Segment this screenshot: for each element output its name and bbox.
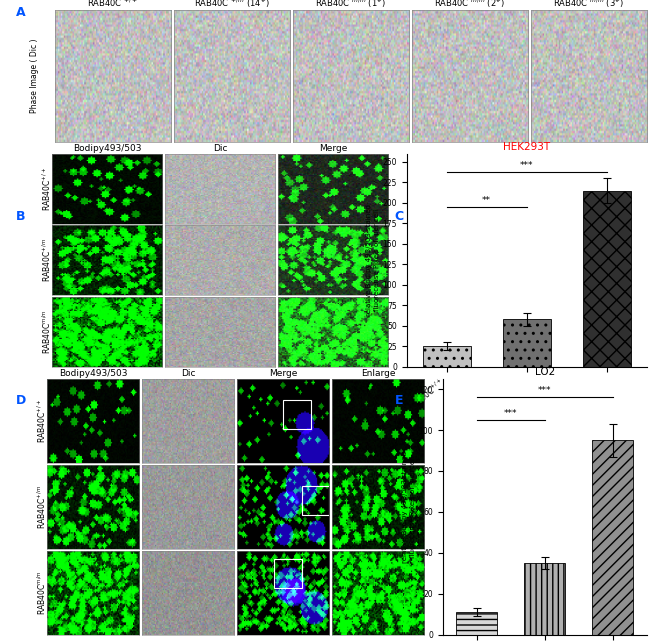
Bar — [583, 190, 630, 367]
Bar — [302, 486, 330, 515]
Title: RAB40C $^{m/m}$ (2$^{\#}$): RAB40C $^{m/m}$ (2$^{\#}$) — [434, 0, 506, 10]
Text: RAB40C$^{m/m}$: RAB40C$^{m/m}$ — [36, 570, 48, 615]
Bar — [283, 400, 311, 429]
Text: ***: *** — [504, 409, 517, 418]
Text: ***: *** — [520, 161, 534, 170]
Y-axis label: relative Bodipy 493/503 stained
fluorecense Pixels of  per cell: relative Bodipy 493/503 stained fluorece… — [366, 204, 380, 316]
Text: D: D — [16, 394, 27, 407]
Title: Bodipy493/503: Bodipy493/503 — [58, 369, 127, 378]
Text: RAB40C$^{+/+}$: RAB40C$^{+/+}$ — [40, 167, 53, 211]
Title: Merge: Merge — [269, 369, 297, 378]
Bar — [456, 612, 497, 635]
Title: Merge: Merge — [319, 144, 347, 153]
Text: RAB40C$^{m/m}$: RAB40C$^{m/m}$ — [40, 310, 53, 354]
Title: Dic: Dic — [181, 369, 195, 378]
Title: RAB40C $^{+/+}$: RAB40C $^{+/+}$ — [88, 0, 138, 9]
Text: B: B — [16, 210, 26, 223]
Bar — [422, 346, 471, 367]
Text: RAB40C$^{+/+}$: RAB40C$^{+/+}$ — [36, 399, 48, 443]
Bar — [525, 563, 565, 635]
Title: RAB40C $^{m/m}$ (1$^{\#}$): RAB40C $^{m/m}$ (1$^{\#}$) — [315, 0, 387, 10]
Text: Phase Image ( Dic ): Phase Image ( Dic ) — [29, 38, 38, 113]
Text: RAB40C$^{+/m}$: RAB40C$^{+/m}$ — [40, 238, 53, 282]
Text: RAB40C$^{+/m}$: RAB40C$^{+/m}$ — [36, 485, 48, 529]
Bar — [274, 559, 302, 588]
Title: HEK293T: HEK293T — [503, 142, 551, 151]
Title: Enlarge: Enlarge — [361, 369, 395, 378]
Text: A: A — [16, 6, 26, 19]
Text: E: E — [395, 394, 403, 407]
Title: Dic: Dic — [213, 144, 228, 153]
Bar — [592, 440, 633, 635]
Title: LO2: LO2 — [534, 367, 555, 377]
Title: Bodipy493/503: Bodipy493/503 — [73, 144, 141, 153]
Y-axis label: relative Bodipy 493/503 stained
fluorecense Pixels of  per cell: relative Bodipy 493/503 stained fluorece… — [402, 451, 416, 563]
Bar — [502, 319, 551, 367]
Text: ***: *** — [538, 387, 551, 395]
Text: C: C — [395, 210, 404, 223]
Title: RAB40C $^{+/m}$ (14$^{\#}$): RAB40C $^{+/m}$ (14$^{\#}$) — [194, 0, 270, 10]
Title: RAB40C $^{m/m}$ (3$^{\#}$): RAB40C $^{m/m}$ (3$^{\#}$) — [553, 0, 625, 10]
Text: **: ** — [482, 196, 491, 205]
